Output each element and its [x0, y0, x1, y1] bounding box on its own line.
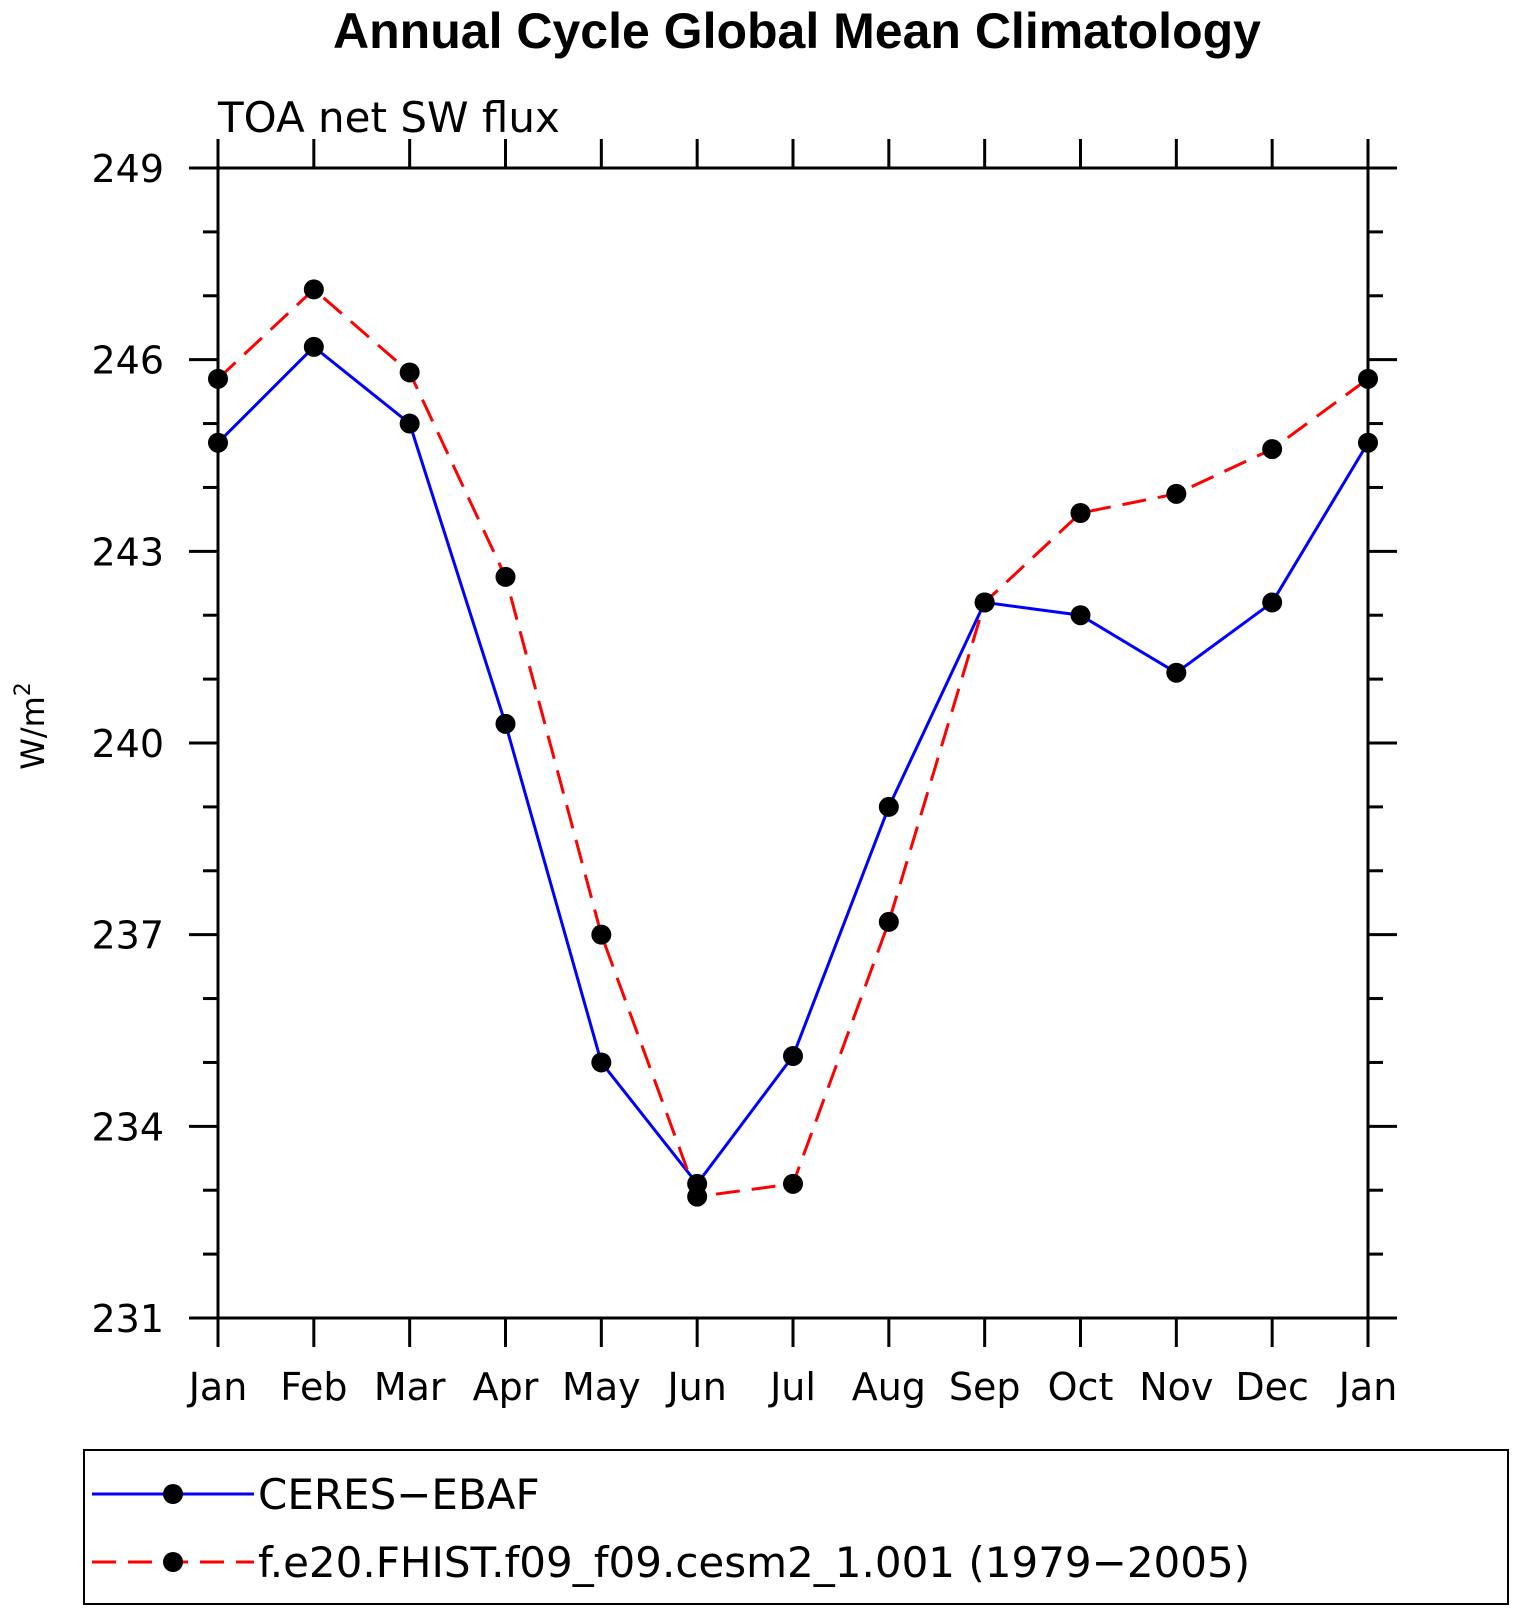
series-2-point	[495, 566, 516, 587]
chart-subtitle: TOA net SW flux	[217, 93, 560, 142]
x-tick-label: Aug	[852, 1365, 926, 1409]
series-2-point	[687, 1186, 708, 1207]
legend: CERES−EBAF f.e20.FHIST.f09_f09.cesm2_1.00…	[83, 1449, 1509, 1605]
series-2-point	[1262, 439, 1283, 460]
x-tick-label: Nov	[1139, 1365, 1213, 1409]
series-1-point	[495, 713, 516, 734]
series-2-point	[1166, 483, 1187, 504]
y-tick-label: 231	[91, 1297, 164, 1341]
legend-label-2: f.e20.FHIST.f09_f09.cesm2_1.001 (1979−20…	[258, 1538, 1250, 1587]
x-tick-label: Oct	[1048, 1365, 1114, 1409]
series-layer	[208, 279, 1378, 1207]
series-1-point	[591, 1052, 612, 1073]
x-tick-label: Apr	[473, 1365, 539, 1409]
x-tick-label: Jan	[187, 1365, 248, 1409]
series-2-point	[1358, 368, 1378, 389]
series-1-point	[399, 413, 420, 434]
x-tick-label: May	[562, 1365, 641, 1409]
series-1-point	[208, 432, 228, 453]
y-tick-label: 243	[91, 530, 164, 574]
y-tick-label: 246	[91, 339, 164, 383]
y-tick-label: 240	[91, 722, 164, 766]
y-tick-label: 234	[91, 1105, 164, 1149]
series-1-point	[1262, 592, 1283, 613]
x-tick-label: Mar	[374, 1365, 446, 1409]
series-2-point	[208, 368, 228, 389]
y-axis-label-superscript: 2	[11, 682, 36, 696]
y-axis-label-base: W/m	[14, 696, 52, 770]
legend-marker-2	[163, 1552, 183, 1572]
legend-label-1: CERES−EBAF	[258, 1470, 540, 1519]
series-2-point	[878, 911, 899, 932]
series-2-point	[783, 1173, 803, 1194]
series-2-point	[1070, 503, 1091, 523]
series-1-point	[1166, 662, 1187, 683]
series-1-point	[303, 336, 324, 357]
x-tick-label: Jul	[768, 1365, 816, 1409]
x-tick-label: Feb	[280, 1365, 347, 1409]
series-2-point	[974, 592, 995, 613]
x-tick-label: Jan	[1337, 1365, 1398, 1409]
chart-title: Annual Cycle Global Mean Climatology	[333, 3, 1261, 59]
axes-layer: Jan Feb Mar Apr May Jun Jul Aug Sep Oct Nov Dec Jan 2…	[91, 139, 1397, 1409]
series-2-point	[591, 924, 612, 945]
x-tick-label: Sep	[949, 1365, 1021, 1409]
series-1-point	[783, 1046, 803, 1067]
legend-box	[83, 1449, 1509, 1605]
series-2-point	[399, 362, 420, 383]
series-1-point	[878, 796, 899, 817]
series-2-point	[303, 279, 324, 300]
y-tick-label: 237	[91, 914, 164, 958]
y-tick-label: 249	[91, 147, 164, 191]
plot-frame	[216, 166, 1370, 1320]
x-tick-label: Dec	[1235, 1365, 1309, 1409]
y-axis-label: W/m2	[11, 682, 52, 770]
series-1-point	[1358, 432, 1378, 453]
legend-marker-1	[163, 1484, 183, 1504]
series-1-point	[1070, 605, 1091, 626]
x-tick-label: Jun	[665, 1365, 726, 1409]
